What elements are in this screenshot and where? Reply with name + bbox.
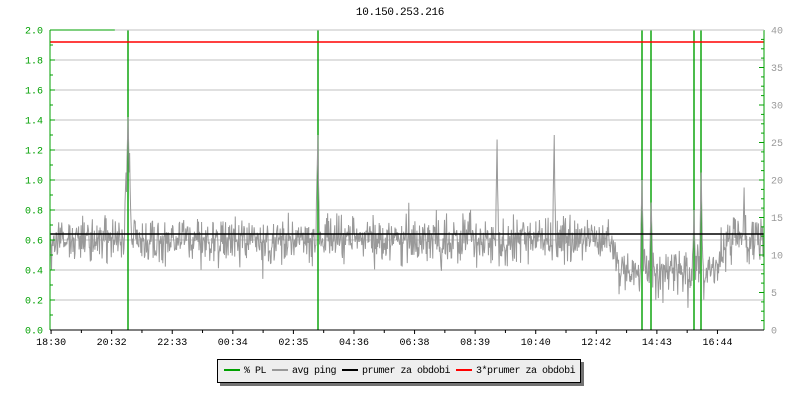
svg-text:12:42: 12:42	[581, 338, 611, 349]
svg-text:20: 20	[771, 177, 783, 188]
svg-text:10: 10	[771, 252, 783, 263]
svg-text:00:34: 00:34	[218, 338, 248, 349]
svg-text:35: 35	[771, 64, 783, 75]
svg-text:18:30: 18:30	[36, 338, 66, 349]
svg-text:10:40: 10:40	[521, 338, 551, 349]
svg-text:40: 40	[771, 27, 783, 38]
svg-text:16:44: 16:44	[702, 338, 732, 349]
svg-text:1.6: 1.6	[25, 87, 43, 98]
svg-text:0.4: 0.4	[25, 267, 43, 278]
svg-text:1.0: 1.0	[25, 177, 43, 188]
svg-text:04:36: 04:36	[339, 338, 369, 349]
svg-text:20:32: 20:32	[97, 338, 127, 349]
svg-text:1.8: 1.8	[25, 57, 43, 68]
svg-text:02:35: 02:35	[278, 338, 308, 349]
svg-text:08:39: 08:39	[460, 338, 490, 349]
svg-text:14:43: 14:43	[642, 338, 672, 349]
svg-text:0: 0	[771, 327, 777, 338]
svg-text:2.0: 2.0	[25, 27, 43, 38]
svg-text:0.8: 0.8	[25, 207, 43, 218]
svg-text:1.2: 1.2	[25, 147, 43, 158]
svg-text:22:33: 22:33	[157, 338, 187, 349]
svg-text:0.2: 0.2	[25, 297, 43, 308]
svg-text:1.4: 1.4	[25, 117, 43, 128]
svg-text:5: 5	[771, 289, 777, 300]
svg-text:15: 15	[771, 214, 783, 225]
svg-text:25: 25	[771, 139, 783, 150]
svg-text:0.6: 0.6	[25, 237, 43, 248]
svg-text:06:38: 06:38	[400, 338, 430, 349]
svg-text:30: 30	[771, 102, 783, 113]
svg-text:0.0: 0.0	[25, 327, 43, 338]
